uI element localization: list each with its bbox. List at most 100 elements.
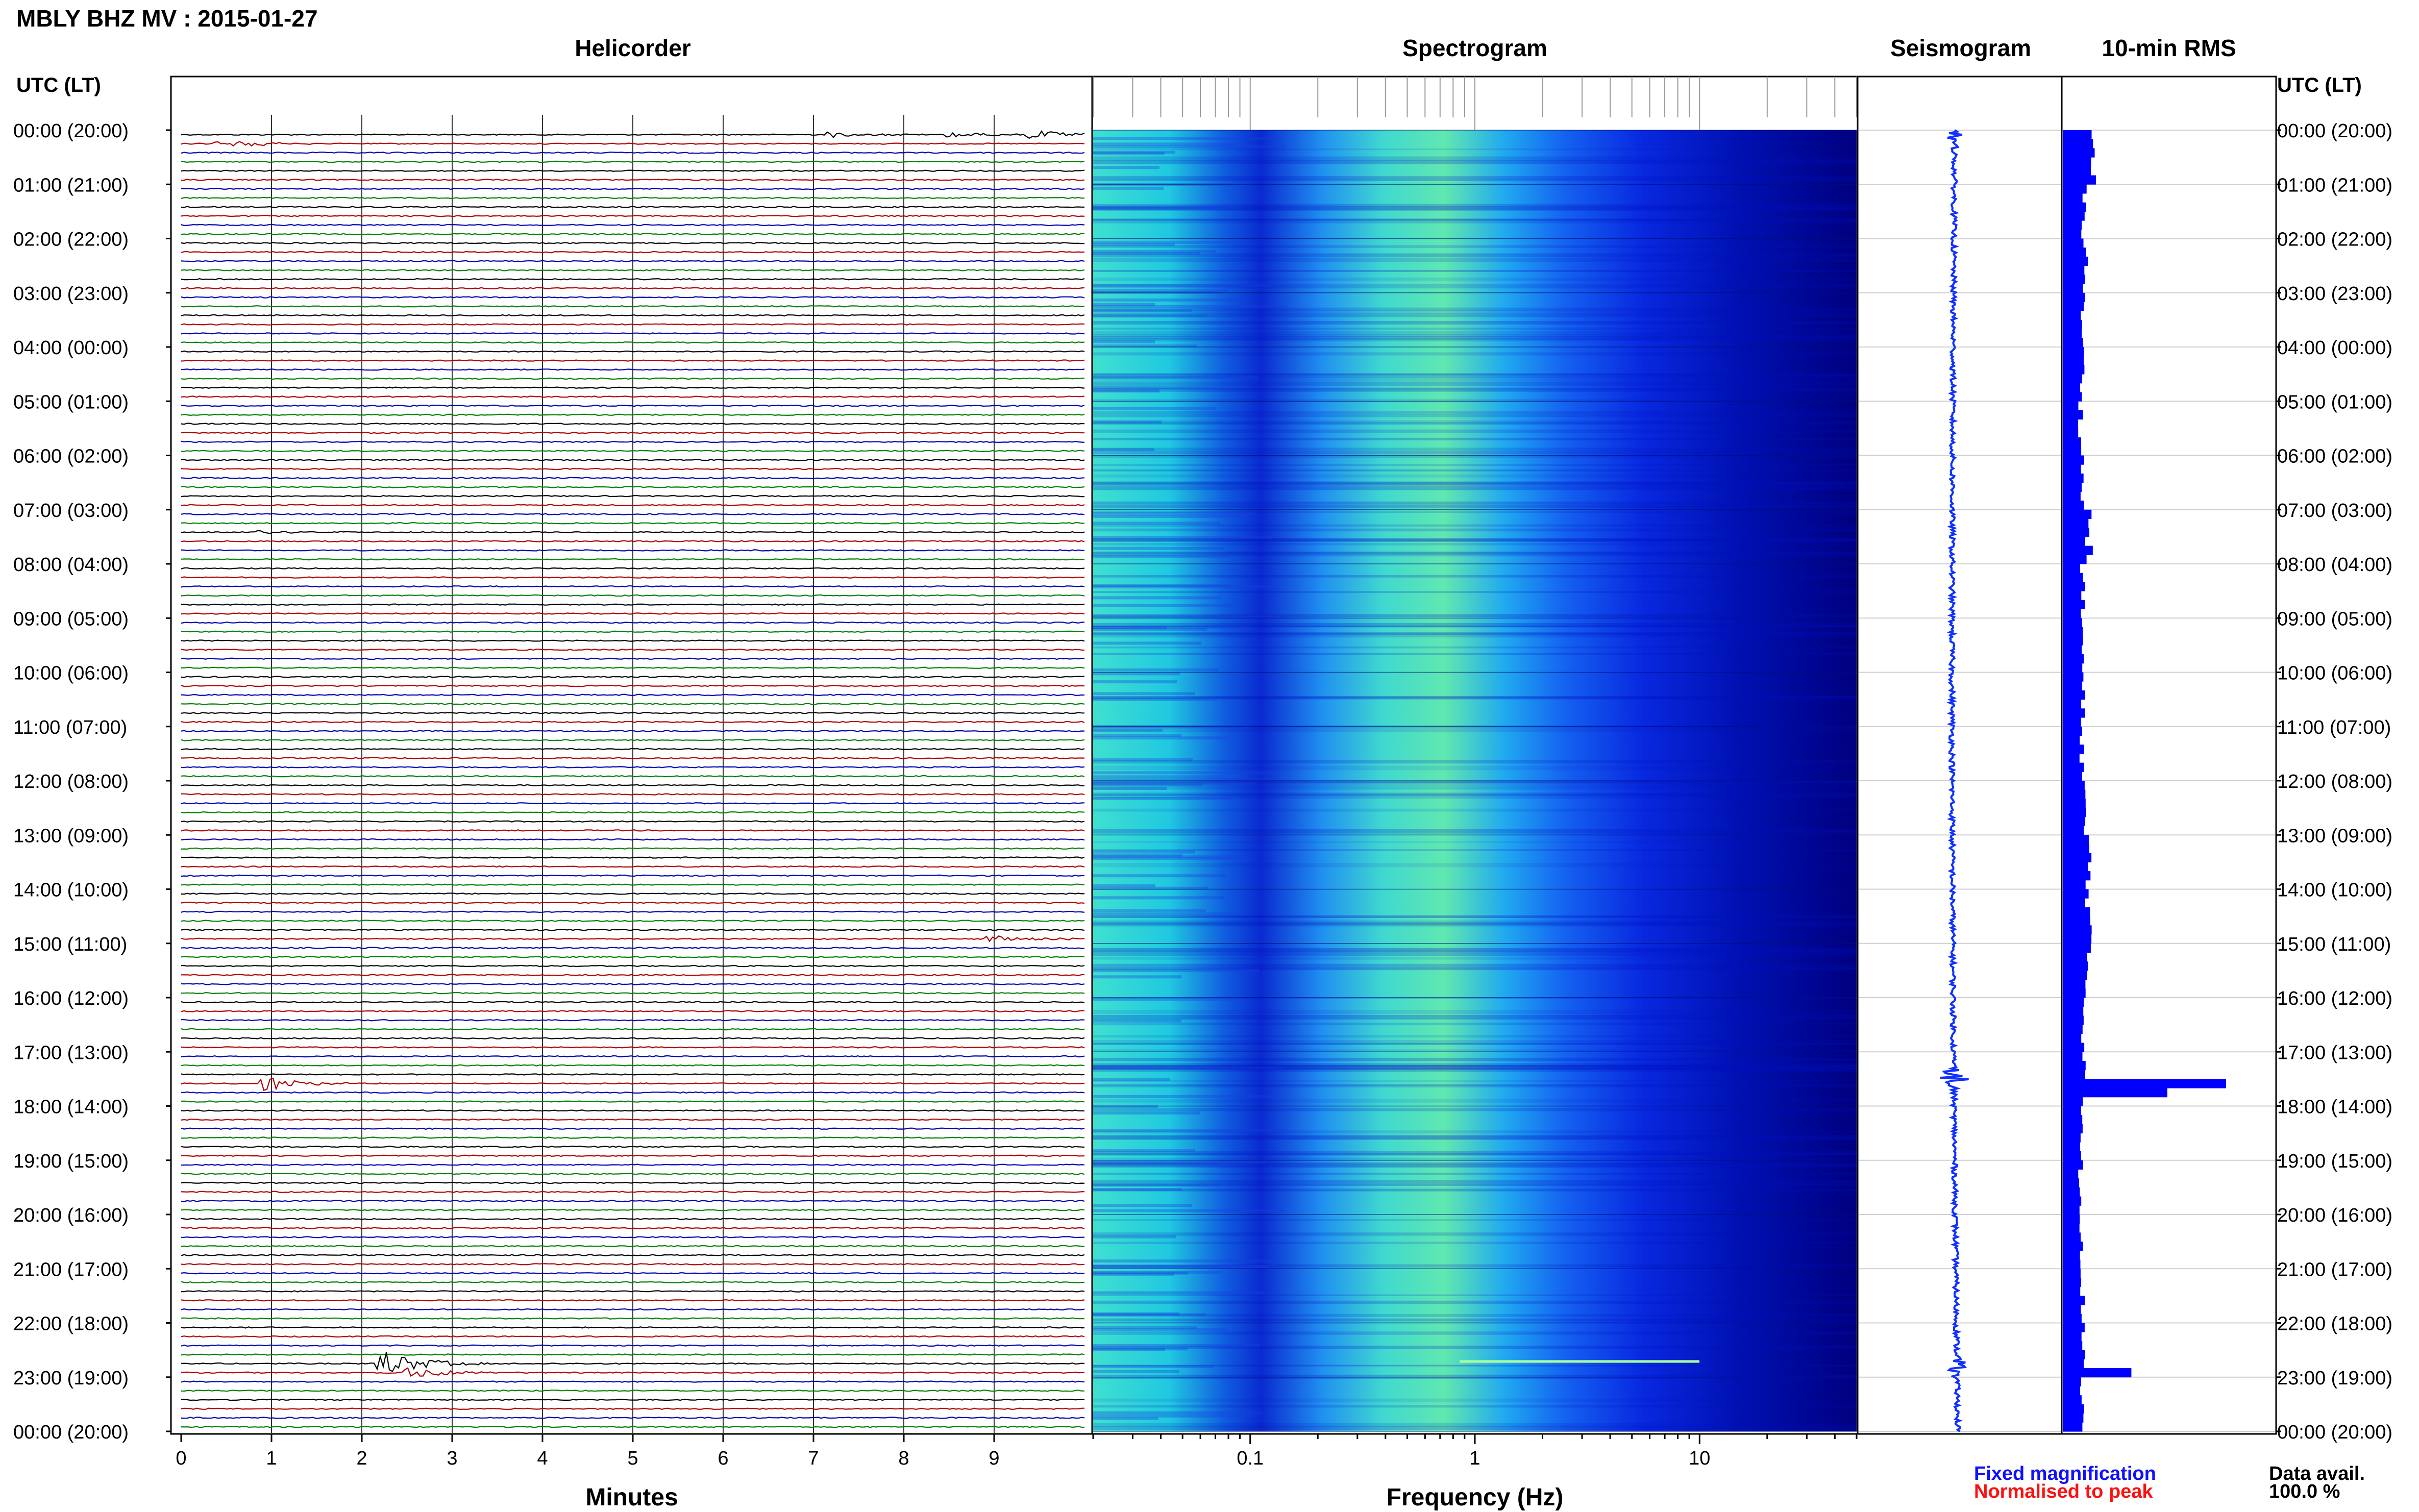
spectrogram-lowfreq-streak bbox=[1093, 787, 1167, 790]
spectrogram-lowfreq-streak bbox=[1093, 314, 1207, 318]
spectrogram-streak bbox=[1093, 485, 1857, 487]
helicorder-trace-row bbox=[181, 856, 1085, 859]
spectrogram-streak bbox=[1093, 1049, 1857, 1052]
spectrogram-streak bbox=[1093, 377, 1857, 382]
helicorder-trace-row bbox=[181, 206, 1085, 208]
helicorder-trace-row bbox=[181, 513, 1085, 515]
rms-bar bbox=[2063, 374, 2082, 384]
spectrogram-lowfreq-streak bbox=[1093, 584, 1229, 587]
rms-bar bbox=[2063, 365, 2085, 375]
spectrogram-lowfreq-streak bbox=[1093, 1271, 1188, 1275]
rms-bar bbox=[2063, 1242, 2083, 1251]
spectrogram-streak bbox=[1093, 1162, 1857, 1164]
spectrogram-streak bbox=[1093, 1398, 1857, 1402]
helicorder-trace-row bbox=[181, 431, 1084, 434]
spectrogram-lowfreq-streak bbox=[1093, 912, 1241, 916]
spectrogram-streak bbox=[1093, 808, 1857, 812]
spectrogram-lowfreq-streak bbox=[1093, 909, 1206, 912]
minute-tick-label: 3 bbox=[447, 1448, 457, 1469]
rms-bar bbox=[2063, 844, 2089, 854]
spectrogram-streak bbox=[1093, 1232, 1857, 1235]
rms-bar bbox=[2063, 1332, 2082, 1342]
spectrogram-streak bbox=[1093, 1068, 1857, 1072]
rms-bar bbox=[2063, 681, 2082, 691]
helicorder-trace-row bbox=[181, 1100, 1085, 1103]
time-label: 02:00 (22:00) bbox=[13, 229, 129, 251]
rms-bar bbox=[2063, 1033, 2082, 1043]
rms-bar bbox=[2063, 202, 2086, 212]
spectrogram-lowfreq-streak bbox=[1093, 1417, 1158, 1420]
spectrogram-streak bbox=[1093, 1057, 1857, 1061]
spectrogram-streak bbox=[1093, 538, 1857, 541]
helicorder-trace-row bbox=[181, 233, 1085, 235]
spectrogram-streak bbox=[1093, 373, 1857, 376]
helicorder-trace-row bbox=[181, 684, 1085, 687]
spectrogram-streak bbox=[1093, 420, 1857, 424]
spectrogram-streak bbox=[1093, 486, 1857, 490]
rms-bar bbox=[2063, 392, 2082, 402]
legend-normalised-to-peak: Normalised to peak bbox=[1974, 1481, 2153, 1502]
spectrogram-streak bbox=[1093, 957, 1857, 960]
spectrogram-texture bbox=[1093, 130, 1857, 1432]
spectrogram-lowfreq-streak bbox=[1093, 1111, 1200, 1115]
helicorder-trace-row bbox=[181, 278, 1085, 281]
helicorder-trace-row bbox=[181, 423, 1085, 425]
helicorder-frame bbox=[170, 76, 1093, 1435]
time-label: 05:00 (01:00) bbox=[2277, 391, 2392, 413]
spectrogram-lowfreq-streak bbox=[1093, 781, 1255, 785]
rms-bar bbox=[2063, 130, 2092, 140]
time-label: 13:00 (09:00) bbox=[2277, 825, 2392, 847]
rms-bar bbox=[2063, 1169, 2079, 1179]
frequency-tick-label: 1 bbox=[1469, 1448, 1480, 1469]
spectrogram-streak bbox=[1093, 1153, 1857, 1156]
rms-bar bbox=[2063, 1404, 2084, 1414]
rms-bar bbox=[2063, 816, 2085, 826]
helicorder-trace-row bbox=[181, 1281, 1085, 1284]
rms-bar bbox=[2063, 329, 2082, 338]
rms-bar bbox=[2063, 464, 2081, 474]
spectrogram-streak bbox=[1093, 257, 1857, 262]
spectrogram-streak bbox=[1093, 160, 1857, 164]
rms-panel bbox=[2061, 76, 2277, 1435]
helicorder-trace-row bbox=[181, 883, 1085, 886]
helicorder-trace-row bbox=[181, 1001, 1085, 1004]
spectrogram-streak bbox=[1093, 156, 1857, 161]
rms-bar bbox=[2063, 148, 2095, 158]
spectrogram-streak bbox=[1093, 374, 1857, 378]
rms-bar bbox=[2063, 1413, 2084, 1423]
helicorder-trace-row bbox=[181, 1109, 1085, 1112]
spectrogram-streak bbox=[1093, 1300, 1857, 1304]
rms-bar bbox=[2063, 880, 2086, 889]
rms-bar bbox=[2063, 826, 2084, 835]
frequency-tick-label: 10 bbox=[1689, 1448, 1710, 1469]
rms-bar bbox=[2063, 383, 2081, 392]
spectrogram-streak bbox=[1093, 1405, 1857, 1408]
rms-bar bbox=[2063, 808, 2086, 817]
rms-bar bbox=[2063, 473, 2084, 483]
spectrogram-lowfreq-streak bbox=[1093, 240, 1244, 244]
time-label: 16:00 (12:00) bbox=[2277, 988, 2392, 1009]
rms-bar bbox=[2063, 789, 2086, 799]
spectrogram-streak bbox=[1093, 451, 1857, 455]
time-label: 03:00 (23:00) bbox=[13, 283, 129, 305]
spectrogram-lowfreq-streak bbox=[1093, 386, 1235, 389]
spectrogram-streak bbox=[1093, 284, 1857, 289]
rms-bar bbox=[2063, 1278, 2081, 1287]
rms-bar bbox=[2063, 753, 2080, 763]
minute-tick-label: 0 bbox=[176, 1448, 186, 1469]
rms-bar bbox=[2063, 1043, 2085, 1052]
rms-bar bbox=[2063, 509, 2092, 519]
rms-bar bbox=[2063, 672, 2084, 682]
spectrogram-streak bbox=[1093, 552, 1857, 557]
spectrogram-streak bbox=[1093, 1134, 1857, 1139]
helicorder-trace-row bbox=[181, 305, 1085, 308]
minute-tick-label: 6 bbox=[718, 1448, 728, 1469]
time-label: 07:00 (03:00) bbox=[2277, 500, 2392, 522]
spectrogram-streak bbox=[1093, 829, 1857, 834]
spectrogram-xlabel: Frequency (Hz) bbox=[1387, 1484, 1564, 1511]
rms-bar bbox=[2063, 582, 2085, 591]
spectrogram-streak bbox=[1093, 176, 1857, 178]
helicorder-trace-row bbox=[181, 947, 1085, 949]
